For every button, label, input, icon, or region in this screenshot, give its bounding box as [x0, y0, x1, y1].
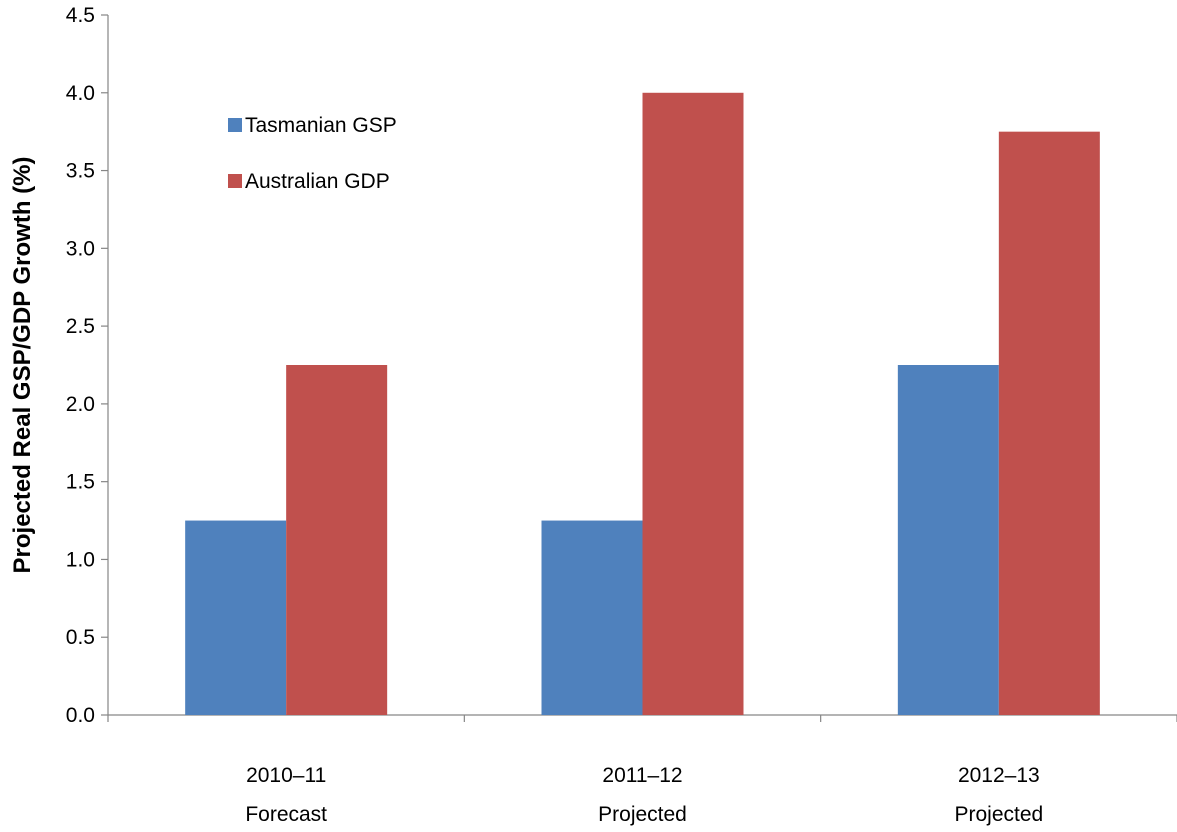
legend-swatch [228, 118, 242, 132]
bar-australian-gdp [286, 365, 388, 715]
x-category-label: 2011–12 [602, 764, 682, 787]
x-category-label: 2012–13 [958, 764, 1040, 787]
y-tick-label: 1.5 [66, 471, 95, 494]
legend: Tasmanian GSP Australian GDP [228, 114, 397, 193]
y-tick-label: 2.0 [66, 393, 95, 416]
bar-tasmanian-gsp [185, 520, 287, 715]
y-tick-label: 0.0 [66, 704, 95, 727]
y-tick-label: 4.5 [66, 4, 95, 27]
y-tick-label: 4.0 [66, 82, 95, 105]
y-tick-label: 1.0 [66, 548, 95, 571]
bar-tasmanian-gsp [541, 520, 643, 715]
x-axis [107, 714, 1177, 722]
y-axis: 0.0 0.5 1.0 1.5 2.0 2.5 3.0 3.5 4.0 4.5 [66, 4, 109, 727]
y-tick-label: 3.5 [66, 160, 95, 183]
y-tick-label: 3.0 [66, 237, 95, 260]
legend-label: Australian GDP [245, 170, 390, 193]
bar-australian-gdp [642, 92, 744, 716]
bar-tasmanian-gsp [897, 365, 999, 715]
y-axis-title: Projected Real GSP/GDP Growth (%) [9, 157, 36, 574]
bars [185, 92, 1100, 716]
x-category-sublabel: Forecast [245, 803, 327, 826]
x-category-sublabel: Projected [954, 803, 1043, 826]
category-labels: 2010–11 Forecast 2011–12 Projected 2012–13 Pr… [245, 764, 1043, 826]
y-tick-label: 2.5 [66, 315, 95, 338]
bar-australian-gdp [998, 131, 1100, 715]
x-category-sublabel: Projected [598, 803, 687, 826]
legend-swatch [228, 174, 242, 188]
legend-label: Tasmanian GSP [245, 114, 397, 137]
x-category-label: 2010–11 [246, 764, 326, 787]
y-tick-label: 0.5 [66, 626, 95, 649]
